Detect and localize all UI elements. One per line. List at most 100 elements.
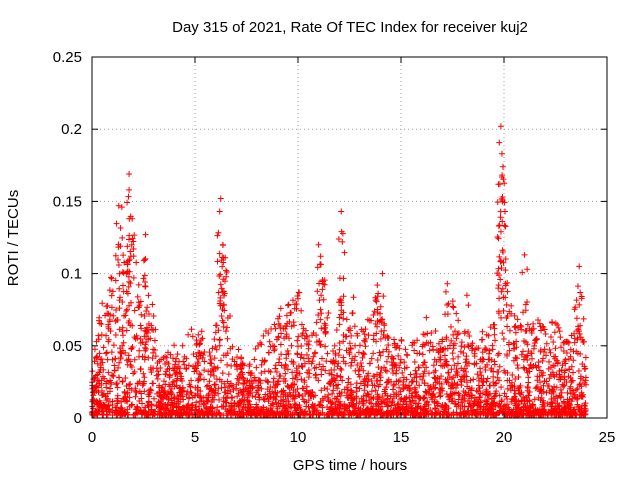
data-point (391, 381, 398, 388)
data-point (470, 376, 477, 383)
data-point (494, 270, 501, 277)
data-point (139, 400, 146, 407)
data-point (124, 389, 131, 396)
data-point (205, 390, 212, 397)
data-point (124, 243, 131, 250)
data-point (215, 385, 222, 392)
data-point (276, 373, 283, 380)
data-point (171, 342, 178, 349)
data-point (498, 264, 505, 271)
data-point (141, 374, 148, 381)
data-point (114, 395, 121, 402)
data-point (362, 378, 369, 385)
data-point (522, 327, 529, 334)
data-point (222, 328, 229, 335)
data-point (200, 394, 207, 401)
data-point (217, 302, 224, 309)
data-point (290, 392, 297, 399)
data-point (503, 301, 510, 308)
data-point (551, 329, 558, 336)
data-point (483, 405, 490, 412)
data-point (501, 222, 508, 229)
data-point (219, 263, 226, 270)
data-point (211, 363, 218, 370)
data-point (350, 395, 357, 402)
data-point (265, 330, 272, 337)
data-point (119, 268, 126, 275)
data-point (479, 336, 486, 343)
data-point (185, 331, 192, 338)
data-point (454, 372, 461, 379)
data-point (401, 396, 408, 403)
data-point (129, 344, 136, 351)
data-point (412, 389, 419, 396)
data-point (482, 412, 489, 419)
data-point (421, 380, 428, 387)
data-point (319, 277, 326, 284)
data-point (296, 370, 303, 377)
data-point (431, 398, 438, 405)
data-point (276, 410, 283, 417)
data-point (314, 407, 321, 414)
data-point (303, 383, 310, 390)
data-point (305, 358, 312, 365)
data-point (149, 412, 156, 419)
data-point (168, 391, 175, 398)
data-point (498, 384, 505, 391)
data-point (196, 370, 203, 377)
data-point (233, 361, 240, 368)
data-point (262, 377, 269, 384)
data-point (183, 355, 190, 362)
data-point (543, 389, 550, 396)
data-point (146, 310, 153, 317)
data-point (126, 278, 133, 285)
data-point (531, 340, 538, 347)
data-point (141, 313, 148, 320)
data-point (89, 389, 96, 396)
data-point (240, 380, 247, 387)
data-point (305, 397, 312, 404)
data-point (532, 336, 539, 343)
data-point (125, 273, 132, 280)
data-point (100, 344, 107, 351)
data-point (555, 324, 562, 331)
data-point (209, 404, 216, 411)
data-point (557, 386, 564, 393)
data-point (288, 323, 295, 330)
data-point (393, 370, 400, 377)
data-point (305, 374, 312, 381)
data-point (407, 412, 414, 419)
data-point (563, 379, 570, 386)
data-point (456, 392, 463, 399)
data-point (340, 315, 347, 322)
data-point (550, 372, 557, 379)
data-point (108, 274, 115, 281)
data-point (463, 358, 470, 365)
data-point (205, 392, 212, 399)
data-point (508, 398, 515, 405)
data-point (570, 369, 577, 376)
data-point (451, 362, 458, 369)
data-point (228, 394, 235, 401)
data-point (498, 314, 505, 321)
data-point (230, 386, 237, 393)
data-point (91, 346, 98, 353)
data-point (530, 345, 537, 352)
data-point (201, 376, 208, 383)
data-point (350, 294, 357, 301)
data-point (560, 339, 567, 346)
data-point (448, 376, 455, 382)
data-point (155, 371, 162, 378)
data-point (271, 321, 278, 328)
data-point (455, 317, 462, 324)
data-point (213, 411, 220, 418)
data-point (572, 394, 579, 401)
data-point (497, 214, 504, 221)
data-point (549, 386, 556, 393)
data-point (216, 396, 223, 403)
data-point (498, 288, 505, 295)
data-point (231, 358, 238, 365)
data-point (220, 403, 227, 410)
data-point (537, 387, 544, 394)
data-point (461, 408, 468, 415)
